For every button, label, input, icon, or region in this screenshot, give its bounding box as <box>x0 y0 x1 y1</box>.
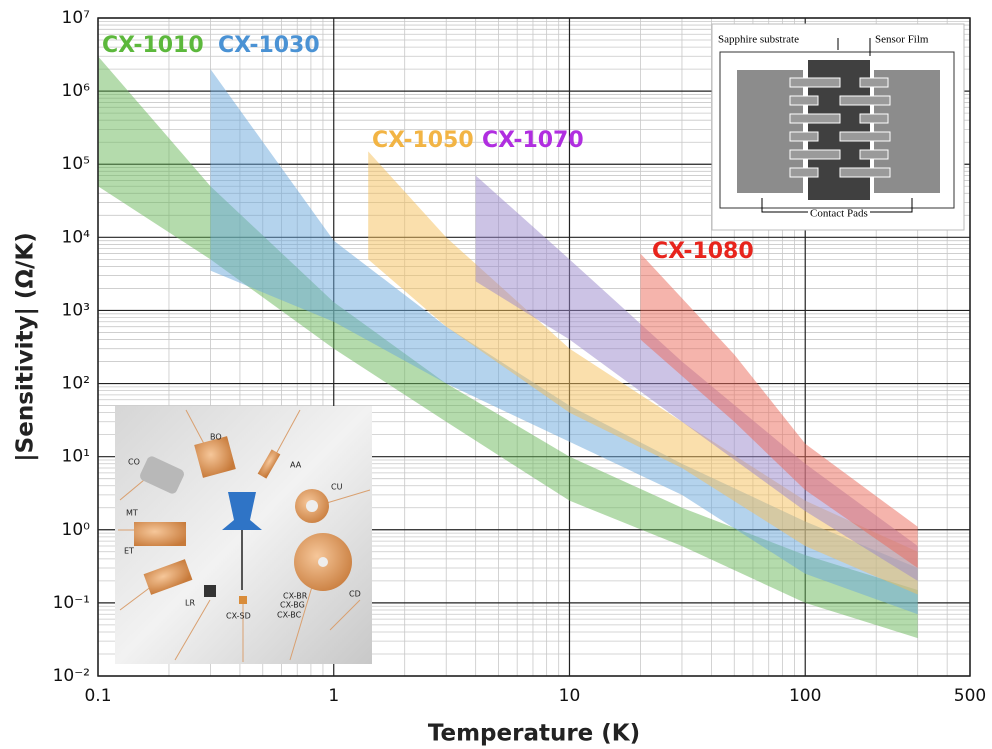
photo-label: LR <box>185 599 195 608</box>
sensor <box>257 449 281 479</box>
sensor <box>306 500 318 512</box>
photo-label: CD <box>349 590 361 599</box>
product-photo <box>115 406 372 664</box>
sensor <box>143 559 193 595</box>
y-tick-label: 10⁻² <box>53 666 90 686</box>
y-tick-label: 10⁴ <box>62 227 91 247</box>
y-tick-label: 10⁰ <box>62 520 91 540</box>
x-tick-label: 500 <box>954 686 986 706</box>
photo-label: AA <box>290 461 302 470</box>
x-tick-label: 100 <box>789 686 821 706</box>
sensor <box>140 456 184 494</box>
photo-label: CX-SD <box>226 612 251 621</box>
plot-frame <box>97 17 971 677</box>
photo-label: BO <box>210 433 222 442</box>
x-tick-label: 10 <box>559 686 581 706</box>
x-axis-title: Temperature (K) <box>428 721 640 747</box>
leaders <box>761 38 913 213</box>
sensor <box>318 557 328 567</box>
fingers <box>789 77 891 178</box>
y-tick-label: 10¹ <box>62 447 90 467</box>
y-axis-title: |Sensitivity| (Ω/K) <box>13 232 39 461</box>
sensor <box>204 585 216 597</box>
axes: 0.1 1 10 100 500 10⁻² 10⁻¹ 10⁰ 10¹ 10² 10³ 10⁴ 10⁵ 10… <box>53 8 987 706</box>
series-label: CX-1070 <box>482 128 584 153</box>
sensor <box>134 522 186 546</box>
y-tick-label: 10⁵ <box>62 154 90 174</box>
photo-label: CX-BC <box>277 611 302 620</box>
photo-label: CX-BG <box>280 601 305 610</box>
leads <box>118 409 371 662</box>
sensor-diagram: Sapphire substrate Sensor Film Contact P… <box>711 23 965 231</box>
sensor <box>239 596 247 604</box>
photo-label: CU <box>331 483 343 492</box>
y-tick-label: 10² <box>62 374 90 394</box>
diagram-label: Contact Pads <box>810 208 868 220</box>
series-label: CX-1030 <box>218 33 320 58</box>
x-tick-label: 1 <box>328 686 339 706</box>
series-label: CX-1050 <box>372 128 474 153</box>
diagram-label: Sapphire substrate <box>718 34 799 46</box>
series-label: CX-1080 <box>652 239 754 264</box>
y-tick-label: 10³ <box>62 300 90 320</box>
bands <box>98 56 918 639</box>
series-label: CX-1010 <box>102 33 204 58</box>
sensitivity-band <box>368 151 918 595</box>
pushpin <box>222 492 262 530</box>
photo-label: ET <box>124 547 134 556</box>
y-tick-label: 10⁻¹ <box>53 593 90 613</box>
diagram-label: Sensor Film <box>875 34 929 46</box>
y-tick-label: 10⁶ <box>62 81 91 101</box>
photo-label: CO <box>128 458 140 467</box>
y-tick-label: 10⁷ <box>62 8 91 28</box>
photo-label: CX-BR <box>283 592 308 601</box>
x-tick-label: 0.1 <box>84 686 111 706</box>
sensor <box>194 436 236 478</box>
photo-label: MT <box>126 509 138 518</box>
sensitivity-band <box>640 253 918 569</box>
